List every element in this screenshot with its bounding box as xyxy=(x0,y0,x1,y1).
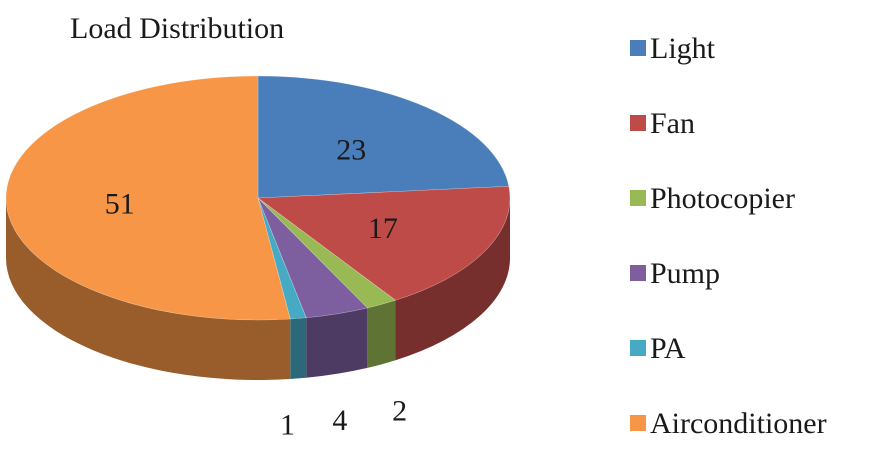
slice-side-pa xyxy=(290,317,307,379)
legend-swatch-fan xyxy=(630,115,646,131)
slice-side-photocopier xyxy=(367,300,396,368)
legend-label-pump: Pump xyxy=(650,257,720,290)
data-label-airconditioner: 51 xyxy=(105,187,135,220)
legend-swatch-pa xyxy=(630,340,646,356)
pie-sides xyxy=(6,198,510,380)
legend-label-pa: PA xyxy=(650,332,686,365)
legend-label-airconditioner: Airconditioner xyxy=(650,407,827,440)
pie-data-labels: 23 17 2 4 1 51 xyxy=(105,133,407,441)
data-label-photocopier: 2 xyxy=(392,394,407,427)
legend-swatch-photocopier xyxy=(630,190,646,206)
data-label-pa: 1 xyxy=(280,408,295,441)
data-label-fan: 17 xyxy=(368,212,398,245)
legend-swatch-airconditioner xyxy=(630,415,646,431)
slice-fan xyxy=(257,185,511,301)
slice-side-fan xyxy=(395,198,510,361)
legend: Light Fan Photocopier Pump PA Airconditioner xyxy=(630,32,827,440)
legend-label-photocopier: Photocopier xyxy=(650,182,795,215)
legend-label-light: Light xyxy=(650,32,716,65)
pie-tops xyxy=(5,75,511,321)
slice-airconditioner xyxy=(5,75,291,321)
chart-title: Load Distribution xyxy=(70,12,284,45)
slice-light xyxy=(257,75,510,199)
slice-side-pump xyxy=(306,307,368,378)
slice-photocopier xyxy=(257,197,397,309)
data-label-pump: 4 xyxy=(332,404,347,437)
data-label-light: 23 xyxy=(336,133,366,166)
legend-swatch-light xyxy=(630,40,646,56)
slice-pa xyxy=(257,197,307,320)
slice-pump xyxy=(257,197,368,319)
legend-label-fan: Fan xyxy=(650,107,695,140)
legend-swatch-pump xyxy=(630,265,646,281)
slice-side-airconditioner xyxy=(6,198,291,380)
